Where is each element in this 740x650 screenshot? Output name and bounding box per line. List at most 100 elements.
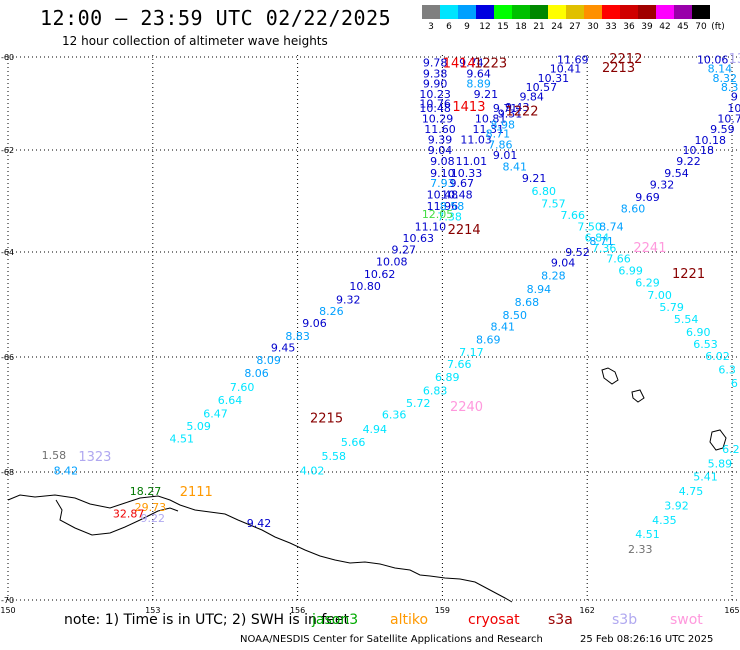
wave-height-label: 8.3 bbox=[721, 81, 739, 94]
wave-height-label: 10 bbox=[727, 102, 740, 115]
wave-height-label: 9.27 bbox=[392, 243, 417, 256]
wave-height-label: 10.48 bbox=[427, 188, 459, 201]
lat-tick-label: -64 bbox=[1, 248, 14, 257]
wave-height-label: 10.48 bbox=[419, 102, 451, 115]
wave-height-label: 8.89 bbox=[466, 78, 491, 91]
coastline-inlet bbox=[55, 499, 179, 536]
wave-height-label: 4.51 bbox=[635, 528, 660, 541]
wave-height-label: 10.18 bbox=[695, 134, 727, 147]
wave-height-label: 12.05 bbox=[422, 208, 454, 221]
legend-label: 21 bbox=[533, 22, 545, 32]
legend-swatch bbox=[638, 5, 656, 19]
legend-label: 3 bbox=[428, 22, 434, 32]
legend-label: 36 bbox=[623, 22, 635, 32]
legend-swatch bbox=[584, 5, 602, 19]
wave-height-label: 9.43 bbox=[505, 101, 530, 114]
wave-height-label: 7.17 bbox=[459, 346, 484, 359]
wave-height-label: 6.84 bbox=[585, 232, 610, 245]
wave-height-label: 9.84 bbox=[519, 91, 544, 104]
pass-time-label: 2213 bbox=[602, 61, 635, 76]
wave-height-label: 10.18 bbox=[682, 144, 714, 157]
wave-height-label: 18.27 bbox=[130, 485, 162, 498]
wave-height-label: 9.69 bbox=[635, 191, 660, 204]
wave-height-label: 10.57 bbox=[526, 81, 558, 94]
pass-time-label: 2214 bbox=[448, 223, 481, 238]
wave-height-label: 9.04 bbox=[551, 257, 576, 270]
legend-label: 27 bbox=[569, 22, 581, 32]
pass-time-label: 13 bbox=[729, 52, 740, 67]
wave-height-label: 9.04 bbox=[428, 144, 453, 157]
wave-height-label: 5.89 bbox=[708, 457, 733, 470]
wave-height-label: 10.31 bbox=[538, 72, 570, 85]
wave-height-label: 11.10 bbox=[415, 221, 447, 234]
pass-time-label: 1413 bbox=[452, 100, 485, 115]
legend-label: 30 bbox=[587, 22, 599, 32]
legend-label: 33 bbox=[605, 22, 617, 32]
wave-height-label: 9.01 bbox=[493, 149, 518, 162]
wave-height-label: 10.06 bbox=[697, 53, 729, 66]
wave-height-label: 1.58 bbox=[42, 449, 67, 462]
wave-height-label: 8.50 bbox=[503, 309, 528, 322]
satellite-name: s3a bbox=[548, 612, 573, 628]
wave-height-label: 9.71 bbox=[493, 102, 518, 115]
pass-time-label: 2111 bbox=[180, 485, 213, 500]
footnote: note: 1) Time is in UTC; 2) SWH is in fe… bbox=[64, 612, 350, 628]
legend-label: 15 bbox=[497, 22, 509, 32]
wave-height-label: 9.10 bbox=[430, 167, 455, 180]
wave-height-label: 11.69 bbox=[557, 53, 589, 66]
wave-height-label: 9.32 bbox=[650, 179, 675, 192]
wave-height-label: 10.63 bbox=[403, 232, 435, 245]
wave-height-label: 7.93 bbox=[430, 177, 455, 190]
lat-tick-label: -60 bbox=[1, 53, 14, 62]
legend-swatch bbox=[620, 5, 638, 19]
wave-height-label: 6.99 bbox=[618, 264, 643, 277]
wave-height-label: 4.35 bbox=[652, 514, 677, 527]
wave-height-label: 7.66 bbox=[447, 358, 472, 371]
wave-height-label: 5.58 bbox=[322, 450, 347, 463]
legend-label: 70 bbox=[695, 22, 707, 32]
wave-height-label: 7.36 bbox=[592, 242, 617, 255]
wave-height-label: 8.71 bbox=[486, 128, 511, 141]
pass-time-label: 1414 bbox=[443, 57, 476, 72]
wave-height-label: 11.31 bbox=[473, 123, 505, 136]
lat-tick-label: -62 bbox=[1, 146, 14, 155]
wave-height-label: 7.60 bbox=[230, 381, 255, 394]
wave-height-label: 8.28 bbox=[541, 270, 566, 283]
island-3 bbox=[709, 429, 727, 451]
wave-height-label: 6.29 bbox=[635, 276, 660, 289]
wave-height-label: 8.98 bbox=[490, 118, 515, 131]
pass-time-label: 2240 bbox=[450, 400, 483, 415]
wave-height-label: 8.58 bbox=[440, 200, 465, 213]
pass-time-label: 1323 bbox=[78, 450, 111, 465]
legend-label: 39 bbox=[641, 22, 653, 32]
wave-height-label: 5.72 bbox=[406, 397, 431, 410]
wave-height-label: 4.94 bbox=[363, 423, 388, 436]
wave-height-label: 8.41 bbox=[503, 160, 528, 173]
color-legend: 3 6 9 12 15 18 21 24 27 30 33 36 39 42 45 70 (ft) bbox=[422, 5, 738, 35]
wave-height-label: 9.51 bbox=[498, 108, 523, 121]
wave-height-label: 9.22 bbox=[141, 512, 166, 525]
wave-height-label: 9.22 bbox=[676, 155, 701, 168]
legend-label: 42 bbox=[659, 22, 671, 32]
legend-swatch bbox=[530, 5, 548, 19]
legend-swatch bbox=[512, 5, 530, 19]
legend-label: 6 bbox=[446, 22, 452, 32]
wave-height-label: 9.74 bbox=[459, 57, 484, 70]
wave-height-label: 6.27 bbox=[722, 443, 740, 456]
wave-height-label: 9.45 bbox=[271, 342, 296, 355]
wave-height-label: 7.66 bbox=[560, 209, 585, 222]
wave-height-label: 8.42 bbox=[54, 464, 79, 477]
lat-tick-label: -70 bbox=[1, 596, 14, 605]
wave-height-label: 6.02 bbox=[705, 350, 730, 363]
wave-height-label: 7.38 bbox=[437, 210, 462, 223]
wave-height-label: 7.00 bbox=[647, 289, 672, 302]
wave-height-label: 6 bbox=[731, 377, 738, 390]
wave-height-label: 9.67 bbox=[449, 177, 474, 190]
wave-height-label: 8.09 bbox=[256, 354, 281, 367]
wave-height-label: 8.74 bbox=[599, 221, 624, 234]
legend-label: 24 bbox=[551, 22, 563, 32]
lon-tick-label: 153 bbox=[145, 606, 160, 615]
wave-height-label: 10.33 bbox=[451, 167, 483, 180]
satellite-name: swot bbox=[670, 612, 703, 628]
wave-height-label: 4.51 bbox=[170, 433, 195, 446]
